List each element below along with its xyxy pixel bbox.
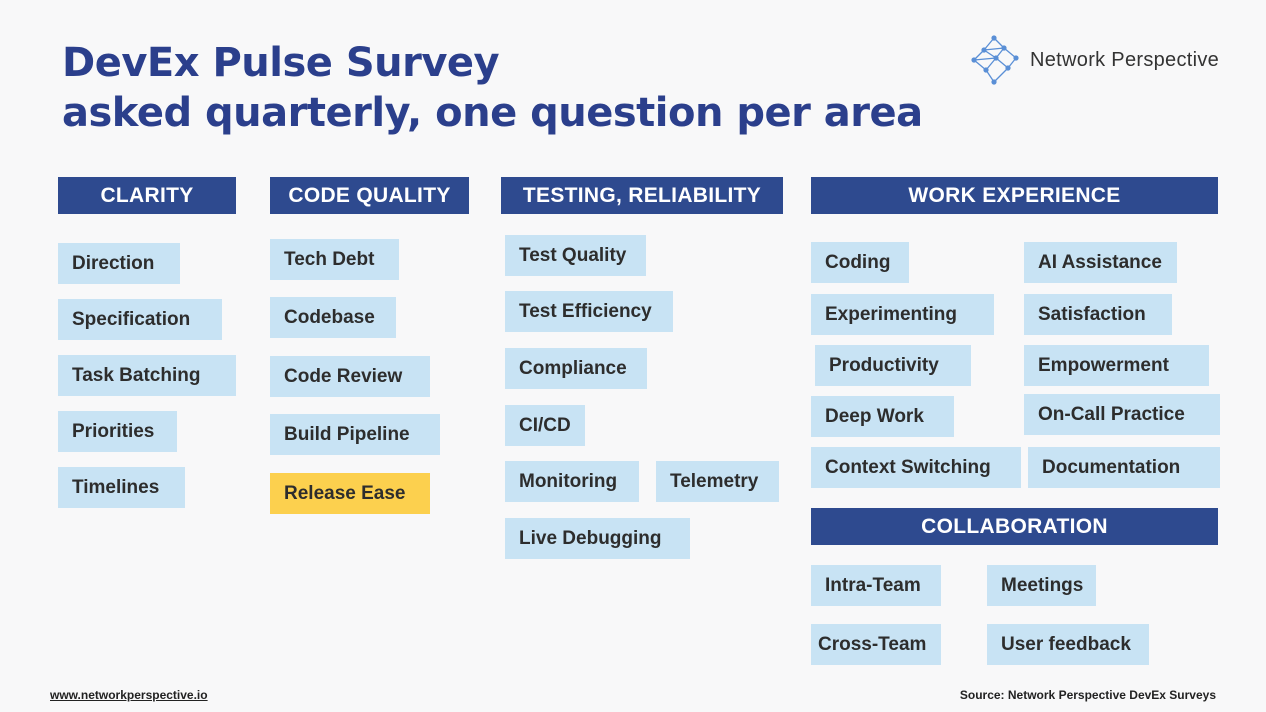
chip-satisfaction: Satisfaction xyxy=(1024,294,1172,335)
network-graph-icon xyxy=(971,35,1019,85)
chip-intra-team: Intra-Team xyxy=(811,565,941,606)
chip-coding: Coding xyxy=(811,242,909,283)
chip-live-debugging: Live Debugging xyxy=(505,518,690,559)
chip-build-pipeline: Build Pipeline xyxy=(270,414,440,455)
chip-test-quality: Test Quality xyxy=(505,235,646,276)
collaboration-header: COLLABORATION xyxy=(811,508,1218,545)
chip-context-switching: Context Switching xyxy=(811,447,1021,488)
chip-telemetry: Telemetry xyxy=(656,461,779,502)
brand-logo: Network Perspective xyxy=(970,34,1219,86)
chip-timelines: Timelines xyxy=(58,467,185,508)
chip-user-feedback: User feedback xyxy=(987,624,1149,665)
chip-codebase: Codebase xyxy=(270,297,396,338)
chip-task-batching: Task Batching xyxy=(58,355,236,396)
work-experience-header: WORK EXPERIENCE xyxy=(811,177,1218,214)
chip-code-review: Code Review xyxy=(270,356,430,397)
chip-monitoring: Monitoring xyxy=(505,461,639,502)
chip-cross-team: Cross-Team xyxy=(811,624,941,665)
chip-specification: Specification xyxy=(58,299,222,340)
chip-direction: Direction xyxy=(58,243,180,284)
title-line-2: asked quarterly, one question per area xyxy=(62,90,923,136)
chip-experimenting: Experimenting xyxy=(811,294,994,335)
chip-empowerment: Empowerment xyxy=(1024,345,1209,386)
chip-ci-cd: CI/CD xyxy=(505,405,585,446)
code-quality-header: CODE QUALITY xyxy=(270,177,469,214)
title-line-1: DevEx Pulse Survey xyxy=(62,40,500,86)
clarity-header: CLARITY xyxy=(58,177,236,214)
source-note: Source: Network Perspective DevEx Survey… xyxy=(959,688,1216,702)
testing-reliability-header: TESTING, RELIABILITY xyxy=(501,177,783,214)
website-link[interactable]: www.networkperspective.io xyxy=(50,688,208,702)
page-title: DevEx Pulse Survey asked quarterly, one … xyxy=(62,38,923,138)
chip-compliance: Compliance xyxy=(505,348,647,389)
chip-priorities: Priorities xyxy=(58,411,177,452)
chip-ai-assistance: AI Assistance xyxy=(1024,242,1177,283)
chip-deep-work: Deep Work xyxy=(811,396,954,437)
chip-documentation: Documentation xyxy=(1028,447,1220,488)
chip-release-ease-highlighted: Release Ease xyxy=(270,473,430,514)
chip-tech-debt: Tech Debt xyxy=(270,239,399,280)
brand-name: Network Perspective xyxy=(1030,48,1220,71)
chip-on-call-practice: On-Call Practice xyxy=(1024,394,1220,435)
chip-meetings: Meetings xyxy=(987,565,1096,606)
chip-productivity: Productivity xyxy=(815,345,971,386)
chip-test-efficiency: Test Efficiency xyxy=(505,291,673,332)
